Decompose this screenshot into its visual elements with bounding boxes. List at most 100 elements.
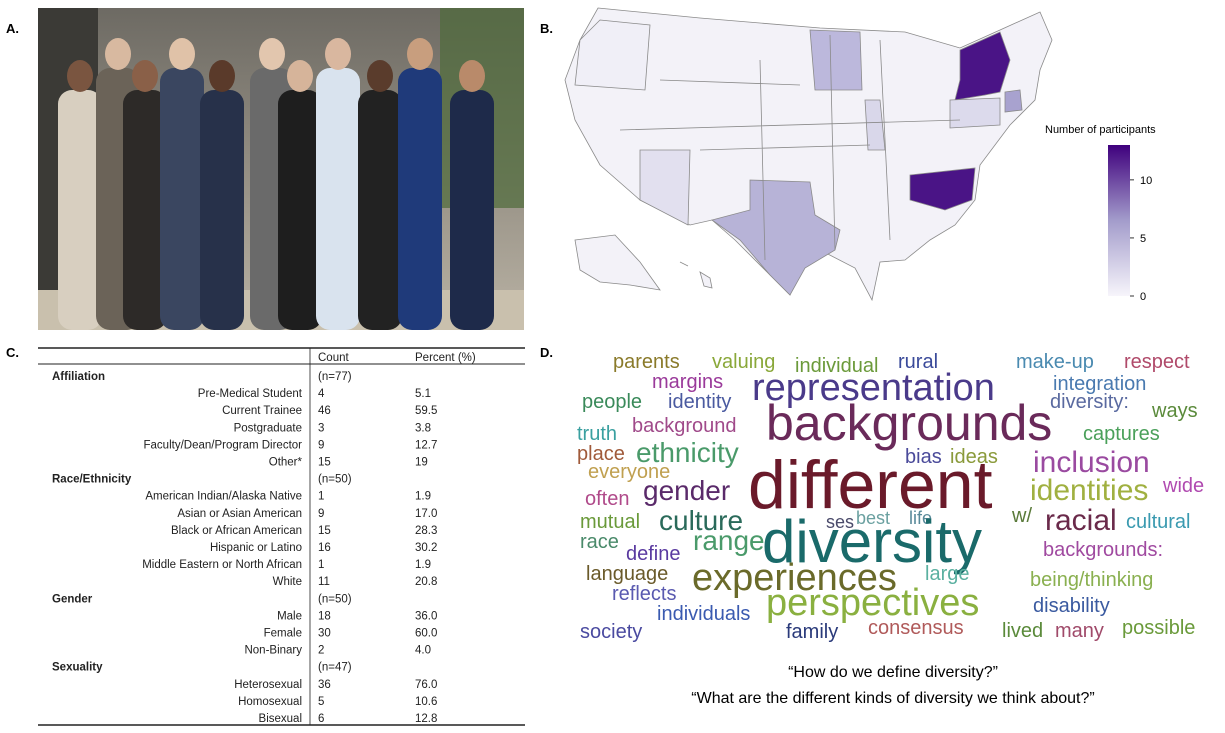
person-head xyxy=(287,60,313,92)
word: captures xyxy=(1083,423,1160,445)
row-label: Female xyxy=(264,628,302,640)
row-label: Middle Eastern or North African xyxy=(142,559,302,571)
person-head xyxy=(105,38,131,70)
row-count: 15 xyxy=(318,457,331,469)
row-count: 2 xyxy=(318,645,324,657)
row-percent: 76.0 xyxy=(415,679,437,691)
colorbar-tick-label: 10 xyxy=(1140,175,1152,187)
word: define xyxy=(626,543,681,565)
word: w/ xyxy=(1011,505,1032,527)
row-label: Black or African American xyxy=(171,525,302,537)
table-header: Count xyxy=(318,352,349,364)
row-label: Asian or Asian American xyxy=(177,508,302,520)
word: respect xyxy=(1124,351,1190,373)
word: language xyxy=(586,563,668,585)
section-title: Gender xyxy=(52,593,93,605)
word: disability xyxy=(1033,595,1110,617)
person-head xyxy=(259,38,285,70)
row-label: Hispanic or Latino xyxy=(210,542,302,554)
row-percent: 20.8 xyxy=(415,576,437,588)
section-n: (n=47) xyxy=(318,662,352,674)
word: gender xyxy=(643,475,730,506)
row-percent: 28.3 xyxy=(415,525,437,537)
person-body xyxy=(450,90,494,330)
panel-label: D. xyxy=(540,345,553,360)
row-count: 9 xyxy=(318,439,324,451)
row-label: Other* xyxy=(269,457,303,469)
person-head xyxy=(367,60,393,92)
person-head xyxy=(132,60,158,92)
row-percent: 4.0 xyxy=(415,645,431,657)
colorbar-label: Number of participants xyxy=(1045,124,1156,136)
row-label: Current Trainee xyxy=(222,405,302,417)
row-label: American Indian/Alaska Native xyxy=(145,491,302,503)
row-count: 30 xyxy=(318,628,331,640)
row-percent: 1.9 xyxy=(415,559,431,571)
word: people xyxy=(582,391,642,413)
word: make-up xyxy=(1016,351,1094,373)
word: range xyxy=(693,525,765,556)
table-header: Percent (%) xyxy=(415,352,476,364)
row-percent: 12.8 xyxy=(415,713,437,725)
row-percent: 60.0 xyxy=(415,628,437,640)
word: reflects xyxy=(612,583,676,605)
person-head xyxy=(67,60,93,92)
person-body xyxy=(58,90,102,330)
row-label: Male xyxy=(277,610,302,622)
figure: A. B. C. D. Number of participants 0510 … xyxy=(0,0,1225,728)
word: lived xyxy=(1002,620,1043,642)
panel-label: C. xyxy=(6,345,19,360)
photo xyxy=(38,8,524,330)
question: “How do we define diversity?” xyxy=(788,664,998,681)
section-title: Race/Ethnicity xyxy=(52,474,132,486)
row-count: 6 xyxy=(318,713,324,725)
row-count: 11 xyxy=(318,576,330,588)
row-percent: 5.1 xyxy=(415,388,431,400)
row-percent: 19 xyxy=(415,457,428,469)
row-percent: 36.0 xyxy=(415,610,437,622)
word: being/thinking xyxy=(1030,569,1153,591)
word: cultural xyxy=(1126,511,1190,533)
word: backgrounds xyxy=(766,395,1052,451)
word: often xyxy=(585,488,629,510)
person-head xyxy=(209,60,235,92)
row-count: 18 xyxy=(318,610,331,622)
word: society xyxy=(580,621,642,643)
row-count: 15 xyxy=(318,525,331,537)
word: backgrounds: xyxy=(1043,539,1163,561)
us-map xyxy=(565,8,1052,300)
person-head xyxy=(169,38,195,70)
word: race xyxy=(580,531,619,553)
word: many xyxy=(1055,620,1104,642)
section-title: Sexuality xyxy=(52,662,103,674)
word: family xyxy=(786,621,838,643)
question: “What are the different kinds of diversi… xyxy=(691,690,1094,707)
person-body xyxy=(316,68,360,330)
row-label: Pre-Medical Student xyxy=(198,388,303,400)
row-count: 46 xyxy=(318,405,331,417)
row-percent: 59.5 xyxy=(415,405,437,417)
panel-label: A. xyxy=(6,21,19,36)
row-count: 4 xyxy=(318,388,325,400)
person-body xyxy=(358,90,402,330)
word: mutual xyxy=(580,511,640,533)
person-head xyxy=(325,38,351,70)
section-n: (n=77) xyxy=(318,371,352,383)
person-body xyxy=(398,68,442,330)
word: identity xyxy=(668,391,731,413)
row-label: Heterosexual xyxy=(234,679,302,691)
word: individuals xyxy=(657,603,750,625)
row-percent: 17.0 xyxy=(415,508,437,520)
section-title: Affiliation xyxy=(52,371,105,383)
person-head xyxy=(407,38,433,70)
colorbar-tick-label: 5 xyxy=(1140,233,1146,245)
word: consensus xyxy=(868,617,964,639)
row-label: Non-Binary xyxy=(244,645,302,657)
section-n: (n=50) xyxy=(318,593,352,605)
person-body xyxy=(278,90,322,330)
row-percent: 3.8 xyxy=(415,422,431,434)
row-label: Bisexual xyxy=(259,713,302,725)
row-percent: 10.6 xyxy=(415,696,437,708)
word: parents xyxy=(613,351,680,373)
person-head xyxy=(459,60,485,92)
